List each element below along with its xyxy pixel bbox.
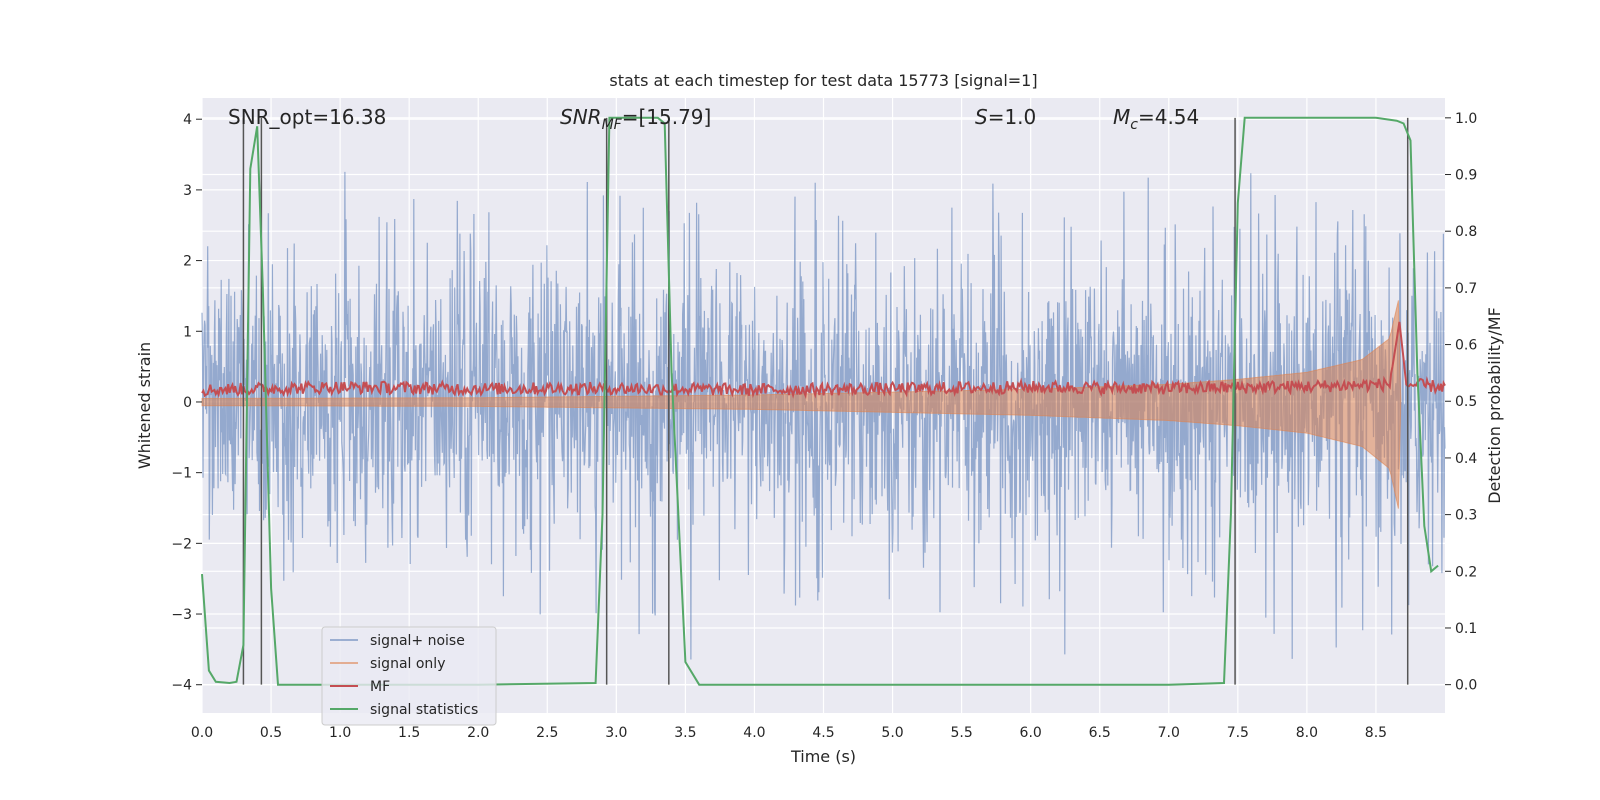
mf-line — [201, 321, 1446, 400]
legend-label-signal-noise: signal+ noise — [370, 633, 465, 649]
y-left-axis-label: Whitened strain — [135, 342, 154, 469]
legend-label-signal-statistics: signal statistics — [370, 702, 478, 718]
annotation-snr-mf: SNRMF=[15.79] — [560, 105, 711, 133]
y-right-tick-label: 0.4 — [1455, 451, 1477, 467]
x-tick-label: 2.0 — [467, 725, 489, 741]
y-right-tick-label: 0.3 — [1455, 508, 1477, 524]
y-left-tick-label: −3 — [171, 607, 192, 623]
x-tick-label: 3.0 — [605, 725, 627, 741]
annotation-snr-mf-sub: MF — [602, 117, 623, 133]
signal-noise-line — [201, 171, 1446, 660]
y-left-tick-label: 1 — [183, 324, 192, 340]
annotation-mc-value: =4.54 — [1138, 105, 1199, 129]
annotation-snr-opt: SNR_opt=16.38 — [228, 105, 386, 129]
x-tick-label: 4.0 — [743, 725, 765, 741]
legend-box — [321, 626, 497, 726]
x-axis-label: Time (s) — [790, 747, 856, 766]
x-tick-label: 8.0 — [1296, 725, 1318, 741]
y-left-tick-label: 3 — [183, 183, 192, 199]
annotation-s: S=1.0 — [975, 105, 1036, 129]
y-left-tick-label: −4 — [171, 678, 192, 694]
signal-only-chirp — [201, 300, 1402, 509]
x-tick-label: 2.5 — [536, 725, 558, 741]
y-right-tick-label: 1.0 — [1455, 111, 1477, 127]
annotation-s-base: S — [975, 105, 988, 129]
annotation-snr-mf-base: SNR — [560, 105, 602, 129]
y-right-tick-label: 0.7 — [1455, 281, 1477, 297]
signal-only-series — [201, 300, 1402, 509]
y-right-axis-label: Detection probability/MF — [1485, 307, 1504, 504]
x-tick-label: 7.5 — [1227, 725, 1249, 741]
annotation-mc-base: M — [1113, 105, 1130, 129]
y-right-tick-label: 0.5 — [1455, 394, 1477, 410]
y-left-tick-label: −2 — [171, 536, 192, 552]
x-tick-label: 1.5 — [398, 725, 420, 741]
y-left-axis-ticks: −4 −3 −2 −1 0 1 2 3 4 — [171, 112, 202, 694]
y-left-tick-label: 2 — [183, 254, 192, 270]
signal-statistics-series — [201, 116, 1439, 686]
annotation-mc-sub: c — [1130, 117, 1138, 133]
x-tick-label: 5.5 — [950, 725, 972, 741]
y-left-tick-label: −1 — [171, 466, 192, 482]
x-tick-label: 3.5 — [674, 725, 696, 741]
x-tick-label: 1.0 — [329, 725, 351, 741]
y-right-axis-ticks: 0.0 0.1 0.2 0.3 0.4 0.5 0.6 0.7 0.8 0.9 1.0 — [1445, 111, 1477, 694]
y-right-tick-label: 0.8 — [1455, 224, 1477, 240]
y-right-tick-label: 0.6 — [1455, 338, 1477, 354]
x-tick-label: 6.0 — [1020, 725, 1042, 741]
y-right-tick-label: 0.9 — [1455, 168, 1477, 184]
y-right-tick-label: 0.2 — [1455, 564, 1477, 580]
annotation-s-value: =1.0 — [988, 105, 1037, 129]
x-tick-label: 4.5 — [812, 725, 834, 741]
x-axis-ticks: 0.0 0.5 1.0 1.5 2.0 2.5 3.0 3.5 4.0 4.5 5.0 5.5 6.0 6… — [191, 725, 1387, 741]
mf-series — [201, 321, 1446, 400]
annotation-snr-mf-value: =[15.79] — [622, 105, 712, 129]
y-right-tick-label: 0.0 — [1455, 678, 1477, 694]
x-tick-label: 0.0 — [191, 725, 213, 741]
legend-label-signal-only: signal only — [370, 656, 445, 672]
annotation-mc: Mc=4.54 — [1113, 105, 1199, 133]
chart-title: stats at each timestep for test data 157… — [609, 71, 1037, 90]
x-tick-label: 7.0 — [1158, 725, 1180, 741]
x-tick-label: 8.5 — [1365, 725, 1387, 741]
y-left-tick-label: 0 — [183, 395, 192, 411]
signal-noise-series — [201, 171, 1446, 660]
x-tick-label: 5.0 — [881, 725, 903, 741]
y-left-tick-label: 4 — [183, 112, 192, 128]
legend: signal+ noise signal only MF signal stat… — [321, 626, 497, 726]
y-right-tick-label: 0.1 — [1455, 621, 1477, 637]
x-tick-label: 0.5 — [260, 725, 282, 741]
signal-statistics-line — [201, 116, 1439, 686]
legend-label-mf: MF — [370, 679, 390, 695]
x-tick-label: 6.5 — [1089, 725, 1111, 741]
